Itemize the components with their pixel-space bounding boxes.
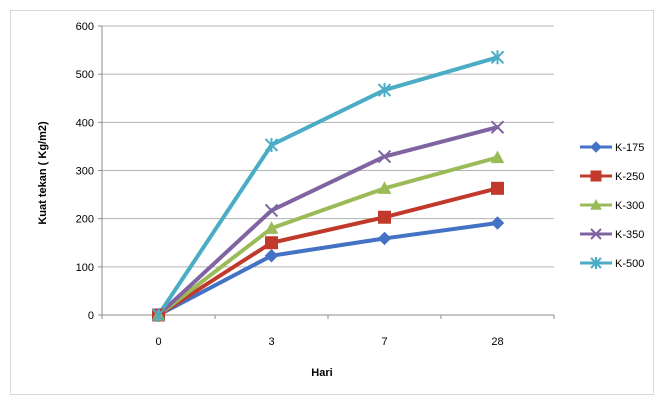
legend: K-175 K-250 K-300 K-350 K-500 [580, 141, 644, 270]
series-line-K-175 [156, 221, 500, 317]
data-point [378, 210, 391, 224]
x-tick-label: 3 [268, 336, 274, 348]
data-point [377, 231, 392, 246]
legend-item: K-175 [580, 141, 644, 154]
y-tick-label: 100 [76, 262, 94, 274]
legend-marker [590, 228, 602, 240]
data-point [264, 249, 279, 263]
y-tick-label: 300 [76, 166, 94, 178]
data-point [264, 221, 279, 234]
legend-item: K-350 [580, 228, 644, 241]
data-point [264, 137, 279, 152]
legend-label: K-250 [615, 171, 644, 183]
legend-item: K-500 [580, 257, 644, 270]
legend-marker [590, 257, 602, 269]
axes [98, 25, 555, 319]
data-point [377, 149, 392, 164]
x-tick-label: 7 [381, 336, 387, 348]
data-point [491, 181, 504, 195]
data-point [377, 83, 392, 98]
series-line-K-300 [156, 155, 500, 317]
y-tick-label: 0 [88, 310, 94, 322]
y-tick-label: 600 [76, 21, 94, 33]
x-tick-labels: 0 3 7 28 [155, 336, 503, 348]
x-tick-label: 0 [155, 336, 161, 348]
data-point [377, 181, 392, 194]
legend-item: K-300 [580, 198, 644, 212]
data-point [490, 150, 505, 164]
series-line-K-500 [156, 55, 500, 317]
data-point [265, 236, 278, 250]
y-tick-label: 200 [76, 214, 94, 226]
gridlines [102, 25, 554, 268]
legend-marker [590, 198, 602, 210]
legend-marker [590, 141, 602, 153]
series-line-K-350 [156, 125, 500, 317]
legend-label: K-175 [615, 142, 644, 154]
y-tick-label: 400 [76, 117, 94, 129]
data-point [151, 308, 166, 322]
series-lines [156, 55, 500, 317]
legend-label: K-300 [615, 200, 644, 212]
data-point [490, 120, 505, 134]
x-tick-label: 28 [491, 336, 503, 348]
series-line-K-250 [156, 186, 500, 317]
x-axis-title: Hari [311, 367, 332, 379]
y-tick-label: 500 [76, 69, 94, 81]
legend-label: K-350 [615, 229, 644, 241]
series-markers [151, 50, 505, 322]
data-point [490, 216, 505, 230]
data-point [490, 50, 505, 65]
y-tick-labels: 0 100 200 300 400 500 600 [76, 21, 94, 322]
legend-item: K-250 [580, 170, 644, 183]
data-point [264, 203, 279, 218]
legend-marker [590, 170, 602, 182]
legend-label: K-500 [615, 258, 644, 270]
y-axis-title: Kuat tekan ( Kg/m2) [37, 121, 49, 225]
